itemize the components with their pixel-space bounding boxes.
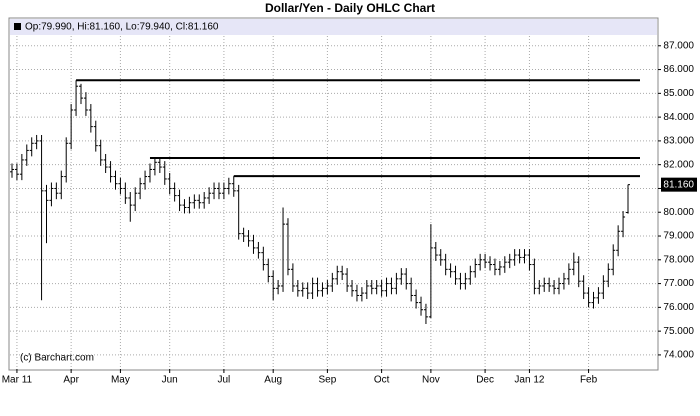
credit: (c) Barchart.com xyxy=(20,353,94,364)
y-tick-label: 79.000 xyxy=(663,231,694,242)
y-tick-label: 80.000 xyxy=(663,207,694,218)
x-tick-label: Sep xyxy=(318,375,336,386)
y-tick-label: 87.000 xyxy=(663,40,694,51)
x-tick-label: Jul xyxy=(218,375,231,386)
info-marker xyxy=(14,23,21,30)
x-tick-label: Dec xyxy=(476,375,494,386)
info-strip xyxy=(10,19,657,35)
x-tick-label: May xyxy=(111,375,130,386)
x-tick-label: Oct xyxy=(374,375,390,386)
x-tick-label: Apr xyxy=(63,375,79,386)
y-tick-label: 76.000 xyxy=(663,302,694,313)
x-tick-label: Jun xyxy=(162,375,178,386)
y-tick-label: 84.000 xyxy=(663,112,694,123)
y-tick-label: 86.000 xyxy=(663,64,694,75)
info-text: Op:79.990, Hi:81.160, Lo:79.940, Cl:81.1… xyxy=(25,22,219,33)
last-price-box xyxy=(661,177,697,192)
y-tick-label: 75.000 xyxy=(663,326,694,337)
y-tick-label: 83.000 xyxy=(663,136,694,147)
x-tick-label: Feb xyxy=(580,375,598,386)
y-tick-label: 82.000 xyxy=(663,159,694,170)
x-tick-label: Jan 12 xyxy=(514,375,544,386)
y-tick-label: 74.000 xyxy=(663,350,694,361)
x-tick-label: Mar 11 xyxy=(2,375,33,386)
y-tick-label: 78.000 xyxy=(663,254,694,265)
last-price-label: 81.160 xyxy=(663,179,694,190)
y-tick-label: 85.000 xyxy=(663,88,694,99)
x-tick-label: Aug xyxy=(264,375,282,386)
chart-title: Dollar/Yen - Daily OHLC Chart xyxy=(265,1,435,15)
x-tick-label: Nov xyxy=(422,375,440,386)
y-tick-label: 77.000 xyxy=(663,278,694,289)
plot-frame xyxy=(8,17,659,371)
